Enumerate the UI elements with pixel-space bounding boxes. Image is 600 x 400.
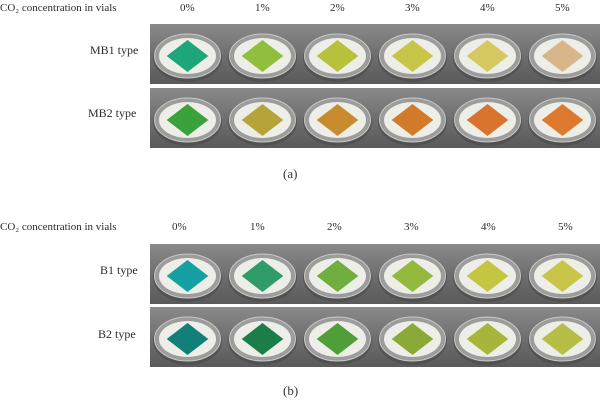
vial-0 [153, 33, 222, 82]
indicator-pad [166, 104, 209, 136]
percent-4-a: 4% [480, 2, 495, 14]
vial-1 [228, 97, 297, 146]
indicator-pad [466, 323, 509, 355]
indicator-pad [316, 40, 359, 72]
vial-5 [528, 253, 597, 302]
row-label-b2: B2 type [98, 327, 136, 341]
vial-3 [378, 97, 447, 146]
vial-0 [153, 316, 222, 365]
vial-3 [378, 253, 447, 302]
vial-4 [453, 97, 522, 146]
vial-4 [453, 316, 522, 365]
vial-3 [378, 316, 447, 365]
photo-strip-mb1 [150, 24, 600, 84]
vial-1 [228, 33, 297, 82]
percent-1-b: 1% [250, 221, 265, 233]
indicator-pad [391, 40, 434, 72]
vial-4 [453, 253, 522, 302]
photo-strip-b2 [150, 307, 600, 367]
percent-0-a: 0% [180, 2, 195, 14]
indicator-pad [316, 323, 359, 355]
vial-2 [303, 316, 372, 365]
percent-3-b: 3% [404, 221, 419, 233]
percent-0-b: 0% [172, 221, 187, 233]
vial-0 [153, 253, 222, 302]
indicator-pad [391, 323, 434, 355]
percent-2-a: 2% [330, 2, 345, 14]
row-label-b1: B1 type [100, 263, 138, 277]
indicator-pad [466, 104, 509, 136]
vial-2 [303, 97, 372, 146]
indicator-pad [316, 104, 359, 136]
photo-background [150, 24, 600, 84]
vial-2 [303, 253, 372, 302]
indicator-pad [466, 260, 509, 292]
vial-5 [528, 33, 597, 82]
vial-5 [528, 97, 597, 146]
indicator-pad [241, 260, 284, 292]
percent-5-a: 5% [555, 2, 570, 14]
concentration-header-b: CO₂ concentration in vials [0, 221, 117, 233]
indicator-pad [391, 260, 434, 292]
photo-background [150, 307, 600, 367]
indicator-pad [166, 260, 209, 292]
caption-b: (b) [283, 383, 299, 398]
caption-a: (a) [283, 166, 298, 181]
concentration-header-a: CO₂ concentration in vials [0, 2, 117, 14]
percent-3-a: 3% [405, 2, 420, 14]
vial-0 [153, 97, 222, 146]
indicator-pad [391, 104, 434, 136]
photo-background [150, 244, 600, 304]
row-label-mb1: MB1 type [90, 43, 139, 57]
row-label-mb2: MB2 type [88, 106, 137, 120]
vial-1 [228, 316, 297, 365]
indicator-pad [241, 323, 284, 355]
indicator-pad [316, 260, 359, 292]
percent-2-b: 2% [327, 221, 342, 233]
indicator-pad [166, 40, 209, 72]
photo-strip-b1 [150, 244, 600, 304]
vial-5 [528, 316, 597, 365]
vial-1 [228, 253, 297, 302]
indicator-pad [166, 323, 209, 355]
photo-strip-mb2 [150, 88, 600, 148]
indicator-pad [241, 104, 284, 136]
vial-4 [453, 33, 522, 82]
vial-3 [378, 33, 447, 82]
percent-5-b: 5% [558, 221, 573, 233]
indicator-pad [241, 40, 284, 72]
photo-background [150, 88, 600, 148]
indicator-pad [466, 40, 509, 72]
vial-2 [303, 33, 372, 82]
percent-4-b: 4% [481, 221, 496, 233]
percent-1-a: 1% [255, 2, 270, 14]
